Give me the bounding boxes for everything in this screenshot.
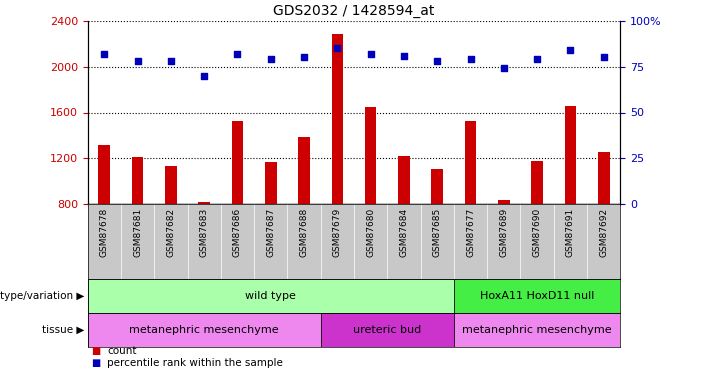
Title: GDS2032 / 1428594_at: GDS2032 / 1428594_at	[273, 4, 435, 18]
Bar	[298, 136, 310, 204]
Bar	[564, 106, 576, 204]
Point	[132, 58, 143, 64]
Bar	[265, 162, 277, 204]
Point	[432, 58, 443, 64]
Bar	[454, 279, 620, 313]
Bar	[454, 313, 620, 347]
Bar	[465, 120, 477, 204]
Bar	[320, 313, 454, 347]
Text: GSM87686: GSM87686	[233, 208, 242, 257]
Point	[365, 51, 376, 57]
Text: GSM87691: GSM87691	[566, 208, 575, 257]
Point	[165, 58, 177, 64]
Bar	[88, 313, 320, 347]
Bar	[365, 107, 376, 204]
Bar	[198, 202, 210, 204]
Text: metanephric mesenchyme: metanephric mesenchyme	[130, 325, 279, 335]
Text: GSM87684: GSM87684	[400, 208, 409, 257]
Text: ■: ■	[91, 346, 100, 355]
Text: GSM87688: GSM87688	[299, 208, 308, 257]
Text: genotype/variation ▶: genotype/variation ▶	[0, 291, 84, 301]
Point	[465, 56, 476, 62]
Point	[198, 73, 210, 79]
Bar	[132, 157, 144, 204]
Text: GSM87677: GSM87677	[466, 208, 475, 257]
Text: GSM87681: GSM87681	[133, 208, 142, 257]
Bar	[531, 161, 543, 204]
Point	[598, 54, 609, 60]
Point	[531, 56, 543, 62]
Bar	[165, 166, 177, 204]
Text: GSM87683: GSM87683	[200, 208, 209, 257]
Text: GSM87689: GSM87689	[499, 208, 508, 257]
Text: wild type: wild type	[245, 291, 297, 301]
Point	[398, 53, 409, 58]
Text: GSM87687: GSM87687	[266, 208, 275, 257]
Point	[498, 65, 510, 71]
Bar	[498, 200, 510, 204]
Bar	[398, 156, 410, 204]
Text: GSM87682: GSM87682	[166, 208, 175, 257]
Bar	[431, 169, 443, 204]
Point	[232, 51, 243, 57]
Text: ■: ■	[91, 358, 100, 368]
Point	[265, 56, 276, 62]
Bar	[231, 120, 243, 204]
Text: HoxA11 HoxD11 null: HoxA11 HoxD11 null	[480, 291, 594, 301]
Text: ureteric bud: ureteric bud	[353, 325, 421, 335]
Bar	[332, 34, 343, 204]
Point	[565, 47, 576, 53]
Bar	[598, 152, 610, 204]
Text: GSM87685: GSM87685	[433, 208, 442, 257]
Point	[332, 45, 343, 51]
Point	[99, 51, 110, 57]
Text: count: count	[107, 346, 137, 355]
Text: GSM87692: GSM87692	[599, 208, 608, 257]
Text: GSM87678: GSM87678	[100, 208, 109, 257]
Text: GSM87679: GSM87679	[333, 208, 342, 257]
Text: GSM87690: GSM87690	[533, 208, 542, 257]
Text: GSM87680: GSM87680	[366, 208, 375, 257]
Bar	[98, 145, 110, 204]
Bar	[88, 279, 454, 313]
Point	[299, 54, 310, 60]
Text: metanephric mesenchyme: metanephric mesenchyme	[463, 325, 612, 335]
Text: percentile rank within the sample: percentile rank within the sample	[107, 358, 283, 368]
Text: tissue ▶: tissue ▶	[42, 325, 84, 335]
